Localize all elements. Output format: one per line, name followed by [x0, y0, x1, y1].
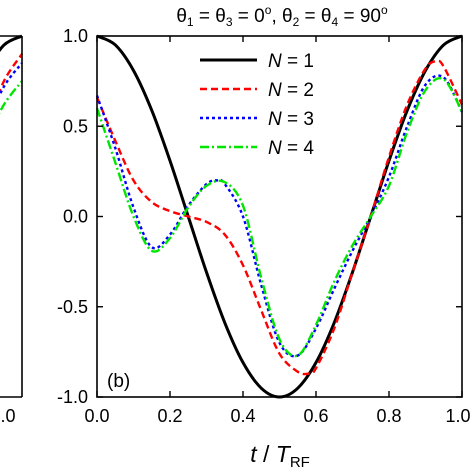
legend-label-4: N = 4: [268, 138, 314, 159]
left-panel-series-line-n3: [0, 62, 23, 97]
x-tick-label: 0.6: [303, 406, 328, 426]
x-tick-label: 0.8: [376, 406, 401, 426]
x-axis-ticks: 0.0 0.2 0.4 0.6 0.8 1.0: [84, 36, 471, 426]
legend-item-4: N = 4: [200, 138, 314, 159]
y-axis-ticks: 1.0 0.5 0.0 -0.5 -1.0: [57, 26, 462, 407]
x-tick-label: 0.2: [157, 406, 182, 426]
legend-label-2: N = 2: [268, 80, 314, 101]
series-line-n4: [95, 77, 464, 358]
x-axis-label: t / TRF: [250, 441, 310, 471]
y-tick-label: -1.0: [57, 387, 88, 407]
left-panel-series-line-n1: [0, 34, 23, 52]
left-panel-series-line-n2: [0, 53, 23, 93]
series-line-n2: [95, 59, 464, 376]
left-panel-series-line-n4: [0, 80, 23, 115]
left-panel-x-tick-label: 1.0: [0, 406, 16, 426]
legend-item-2: N = 2: [200, 80, 314, 101]
legend-label-3: N = 3: [268, 109, 314, 130]
y-tick-label: -0.5: [57, 297, 88, 317]
panel-label: (b): [107, 371, 130, 392]
legend-label-1: N = 1: [268, 51, 314, 72]
x-tick-label: 0.0: [84, 406, 109, 426]
x-tick-label: 1.0: [445, 406, 470, 426]
legend: N = 1 N = 2 N = 3 N = 4: [200, 51, 314, 159]
main-panel: 0.0 0.2 0.4 0.6 0.8 1.0 1.0 0.5 0.0 -0.5 -1.0 (b)…: [57, 26, 471, 426]
left-panel-series: [0, 34, 23, 115]
x-tick-label: 0.4: [230, 406, 255, 426]
y-tick-label: 0.5: [63, 116, 88, 136]
y-tick-label: 0.0: [63, 207, 88, 227]
chart-title: θ1 = θ3 = 0o, θ2 = θ4 = 90o: [176, 3, 388, 29]
y-tick-label: 1.0: [63, 26, 88, 46]
legend-item-1: N = 1: [200, 51, 314, 72]
legend-item-3: N = 3: [200, 109, 314, 130]
left-panel: 1.0: [0, 34, 23, 426]
